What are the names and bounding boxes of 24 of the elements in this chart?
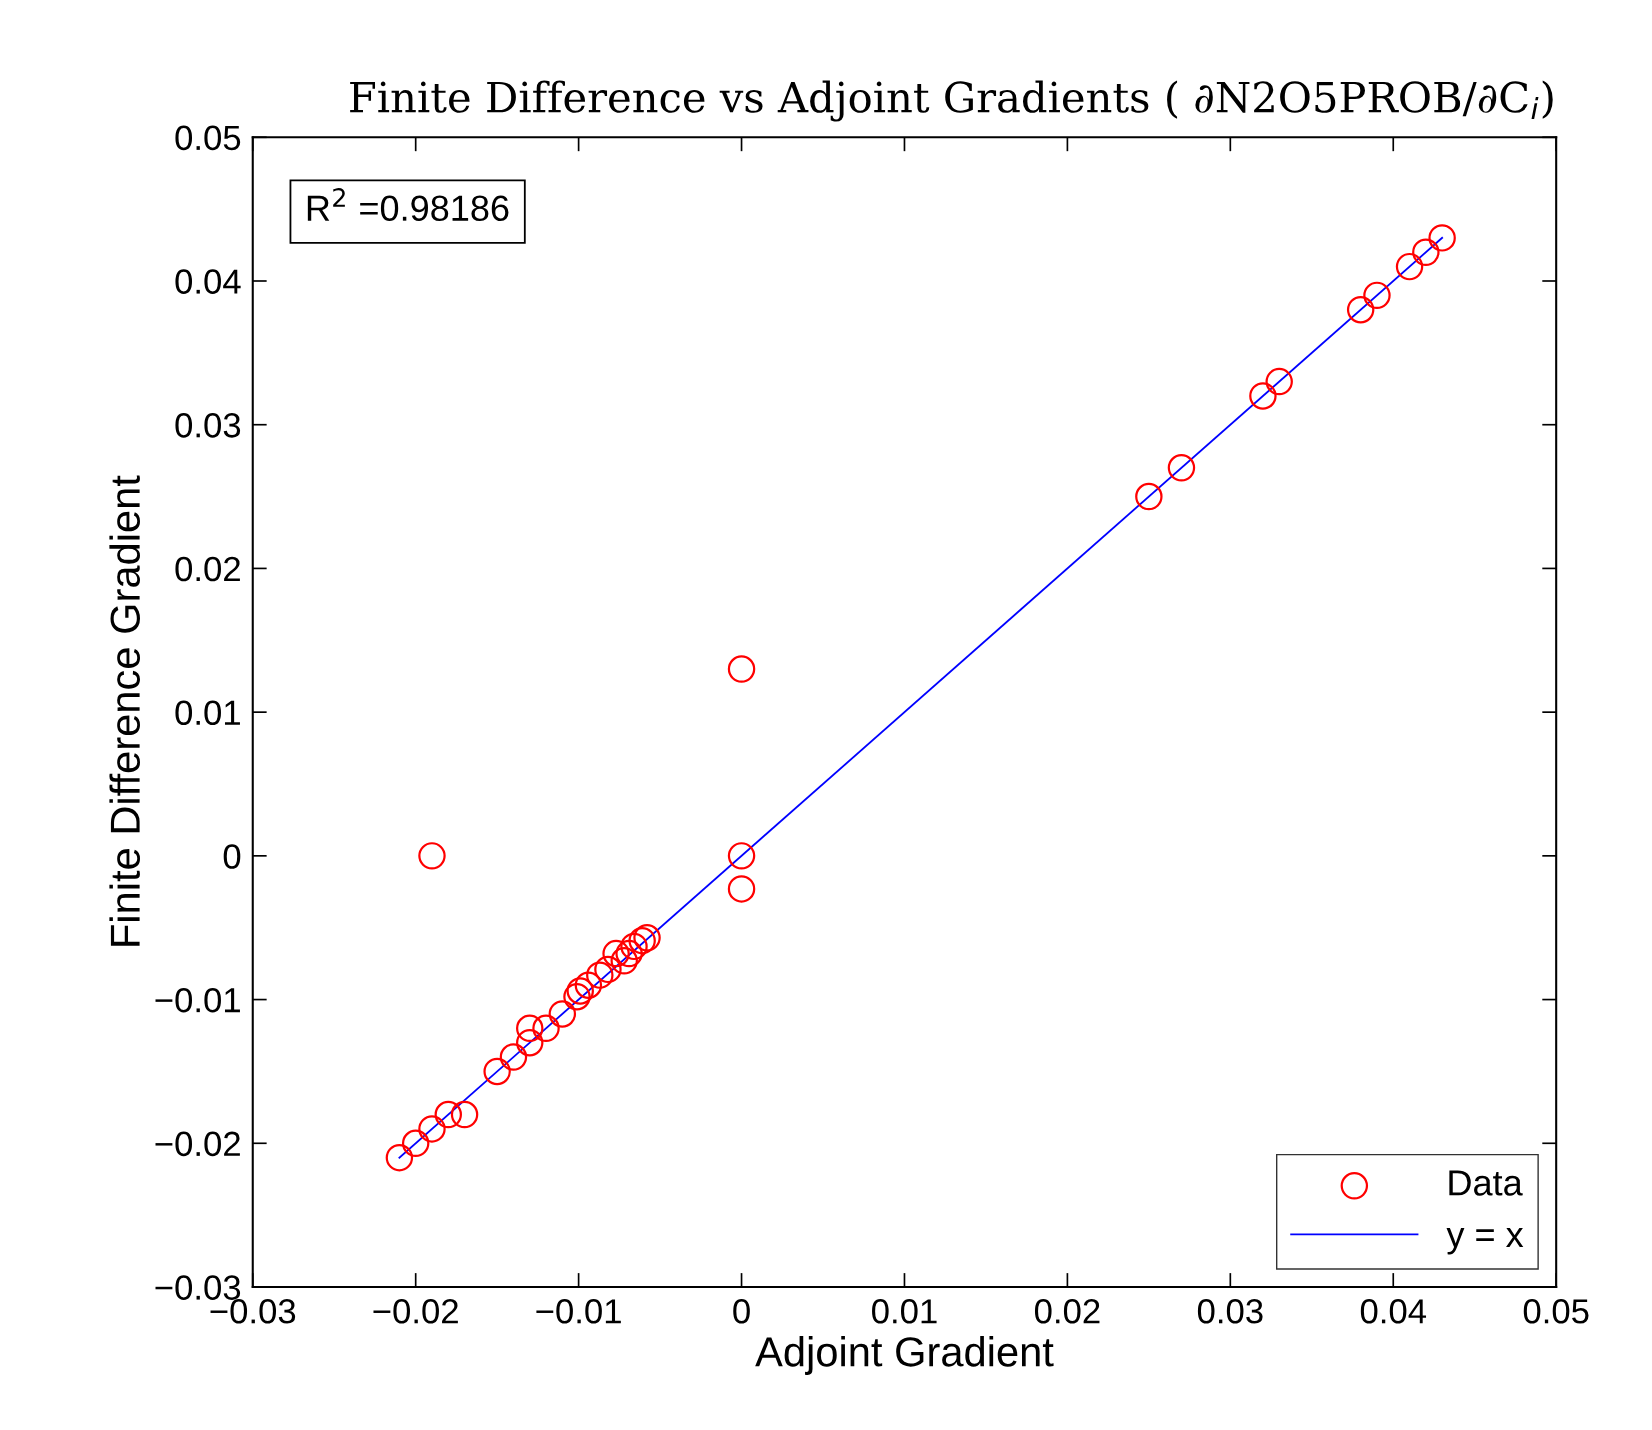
y-tick-label: −0.03 xyxy=(155,1275,241,1300)
x-tick-label: 0 xyxy=(733,1299,750,1324)
y-tick-label: −0.02 xyxy=(155,1131,240,1157)
y-tick-label: 0.03 xyxy=(175,413,241,438)
x-tick-label: 0.04 xyxy=(1360,1299,1427,1324)
x-tick-label: 0.05 xyxy=(1523,1299,1589,1324)
y-tick-label: 0.05 xyxy=(175,125,241,151)
y-axis-title: Finite Difference Gradient xyxy=(109,475,140,946)
annotation: R$^{2}$ =0.98186 xyxy=(307,188,509,222)
legend-label: y = x xyxy=(1446,1227,1524,1255)
x-tick-label: −0.03 xyxy=(210,1299,296,1324)
x-tick-label: −0.02 xyxy=(373,1299,458,1324)
y-tick-label: 0.01 xyxy=(175,700,240,726)
x-tick-label: −0.01 xyxy=(536,1299,621,1324)
legend-label: Data xyxy=(1449,1170,1523,1196)
x-tick-label: 0.02 xyxy=(1034,1299,1100,1324)
y-tick-label: 0 xyxy=(223,844,241,869)
y-tick-label: −0.01 xyxy=(155,987,240,1013)
y-tick-label: 0.02 xyxy=(175,556,240,582)
chart-title: Finite Difference vs Adjoint Gradients ( ∂N2O5PROB/∂C$_{i}$) xyxy=(350,80,1553,122)
x-tick-label: 0.03 xyxy=(1197,1299,1263,1324)
y-tick-label: 0.04 xyxy=(175,269,241,294)
x-tick-label: 0.01 xyxy=(872,1299,937,1324)
x-axis-title: Adjoint Gradient xyxy=(755,1336,1054,1375)
